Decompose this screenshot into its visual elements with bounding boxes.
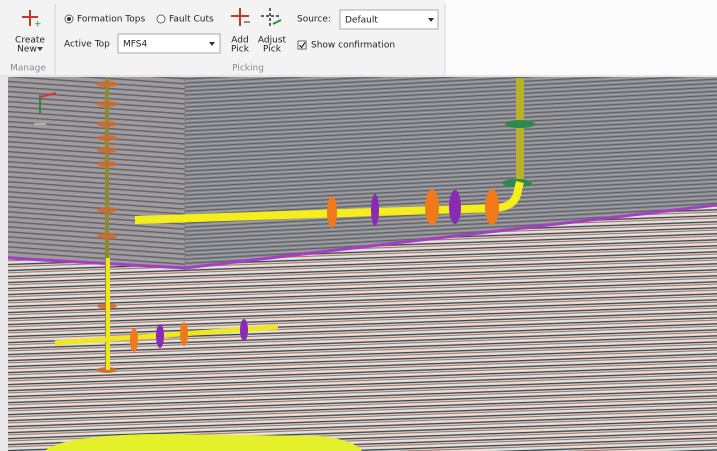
radio-fault-cuts[interactable]: Fault Cuts bbox=[156, 14, 214, 25]
shape bbox=[97, 147, 117, 153]
shape bbox=[97, 233, 117, 239]
shape bbox=[156, 14, 166, 24]
shape bbox=[297, 40, 307, 50]
radio-label: Fault Cuts bbox=[169, 15, 214, 25]
shape bbox=[299, 42, 306, 49]
shape bbox=[327, 196, 337, 228]
shape bbox=[37, 47, 43, 51]
create-button[interactable]: + Create New bbox=[15, 10, 45, 55]
shape bbox=[97, 161, 117, 167]
shape bbox=[45, 434, 362, 451]
radio-formation-tops[interactable]: Formation Tops bbox=[64, 14, 145, 25]
shape bbox=[156, 324, 164, 348]
shape bbox=[428, 18, 434, 22]
radio-label: Formation Tops bbox=[77, 15, 145, 25]
shape bbox=[130, 328, 138, 352]
shape bbox=[96, 81, 118, 87]
shape bbox=[97, 207, 117, 213]
source-dropdown[interactable]: Default bbox=[339, 9, 439, 30]
shape bbox=[371, 194, 379, 226]
button-label: Adjust bbox=[258, 36, 287, 46]
shape bbox=[240, 319, 248, 341]
shape bbox=[96, 101, 118, 107]
shape bbox=[180, 322, 188, 346]
group bbox=[96, 81, 118, 373]
shape bbox=[425, 189, 439, 225]
viewport-3d[interactable] bbox=[0, 77, 717, 451]
shape bbox=[97, 135, 117, 141]
shape bbox=[0, 77, 8, 451]
button-label: Pick bbox=[231, 45, 250, 55]
button-label: New bbox=[17, 45, 37, 55]
dropdown-value: Default bbox=[345, 16, 378, 26]
shape bbox=[449, 190, 461, 224]
shape bbox=[97, 121, 117, 127]
checkbox-label: Show confirmation bbox=[311, 41, 395, 51]
button-label: Pick bbox=[263, 45, 282, 55]
shape bbox=[339, 9, 439, 30]
button-label: Create bbox=[15, 36, 45, 46]
adjust-pick-button[interactable]: Adjust Pick bbox=[258, 8, 287, 55]
shape bbox=[8, 205, 717, 451]
shape bbox=[209, 42, 215, 46]
show-confirmation-checkbox[interactable]: Show confirmation bbox=[297, 40, 395, 51]
shape bbox=[8, 77, 185, 268]
field-label: Source: bbox=[297, 15, 331, 25]
shape bbox=[272, 19, 282, 25]
active-top-dropdown[interactable]: MFS4 bbox=[117, 33, 221, 54]
group-label: Manage bbox=[10, 64, 46, 74]
shape bbox=[39, 92, 57, 98]
ribbon-empty bbox=[445, 0, 717, 76]
group-label: Picking bbox=[232, 64, 264, 74]
add-pick-button[interactable]: Add Pick bbox=[231, 8, 250, 55]
shape bbox=[485, 189, 499, 225]
shape bbox=[7, 203, 717, 270]
shape: + bbox=[34, 20, 42, 30]
button-label: Add bbox=[231, 36, 248, 46]
field-label: Active Top bbox=[64, 40, 110, 50]
shape bbox=[117, 33, 221, 54]
shape bbox=[67, 17, 71, 21]
dropdown-value: MFS4 bbox=[123, 40, 147, 50]
shape bbox=[505, 120, 535, 128]
